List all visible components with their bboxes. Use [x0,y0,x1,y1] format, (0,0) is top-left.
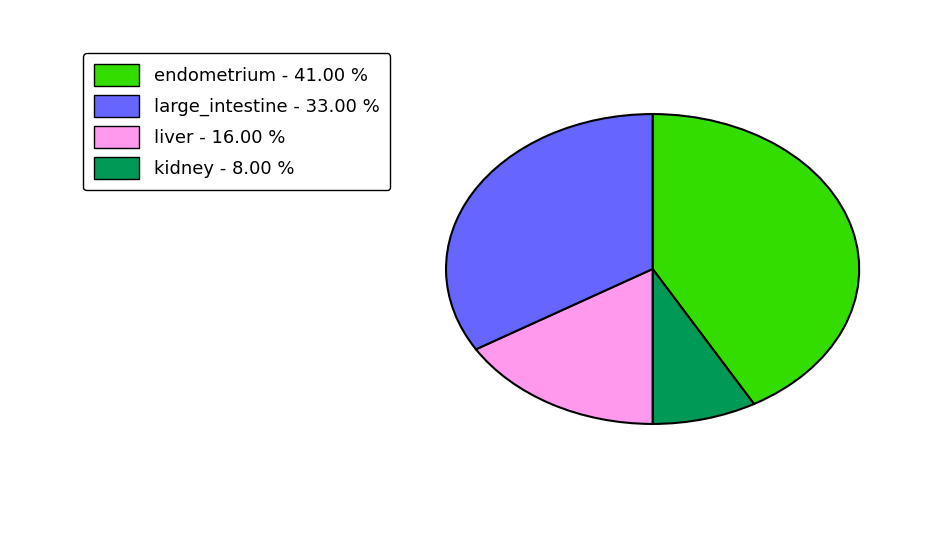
Legend: endometrium - 41.00 %, large_intestine - 33.00 %, liver - 16.00 %, kidney - 8.00: endometrium - 41.00 %, large_intestine -… [84,53,391,190]
Wedge shape [653,269,754,424]
Wedge shape [653,114,859,404]
Wedge shape [476,269,653,424]
Wedge shape [446,114,653,349]
